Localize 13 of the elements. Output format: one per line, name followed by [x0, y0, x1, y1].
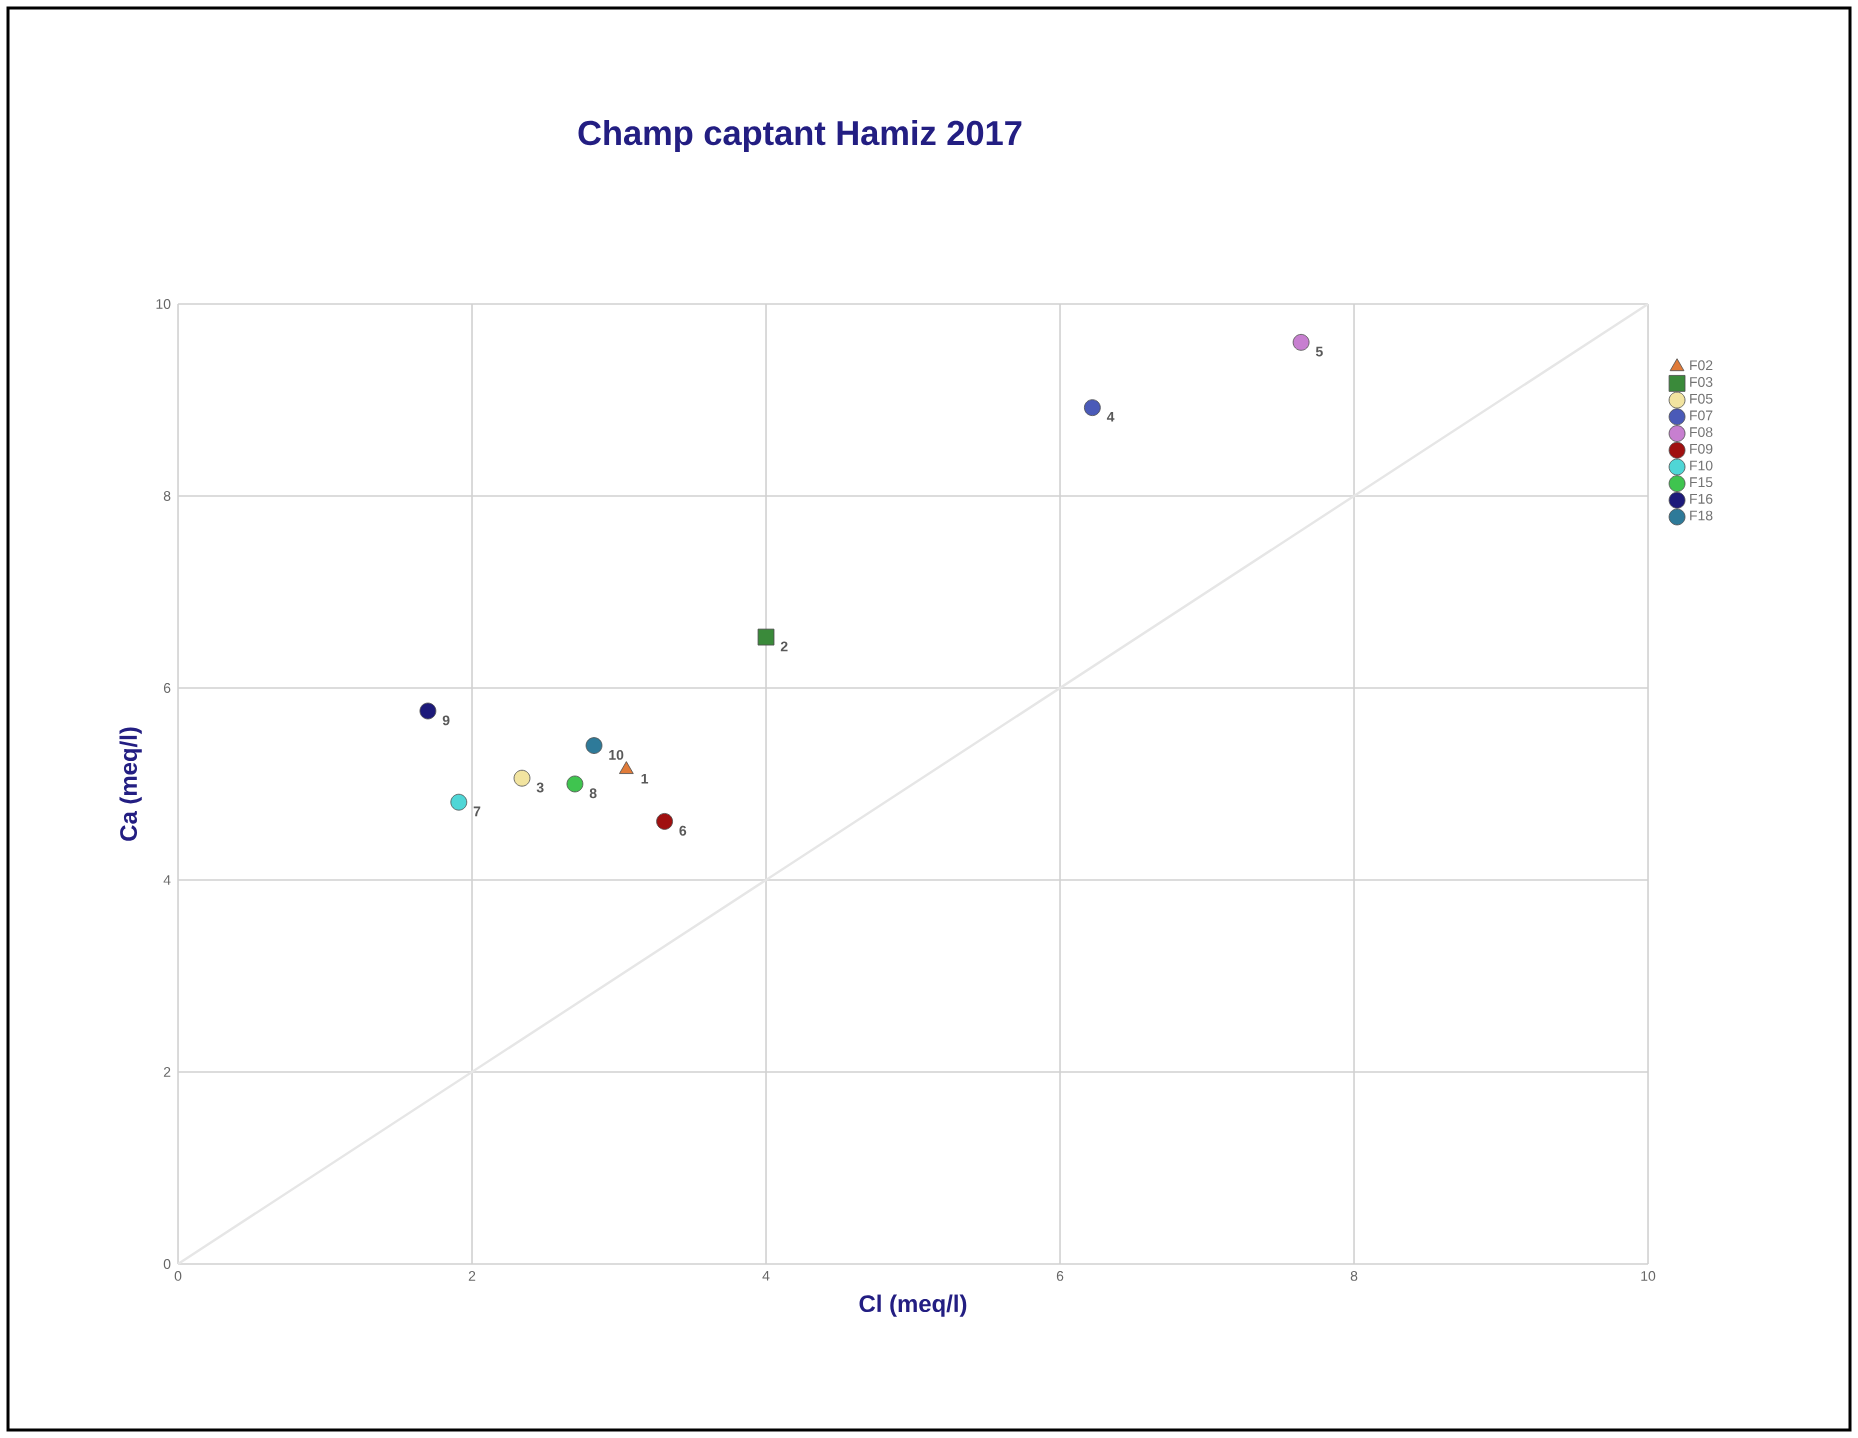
- y-axis-title: Ca (meq/l): [119, 727, 142, 841]
- point: [585, 737, 603, 754]
- point: [513, 769, 531, 787]
- x-axis-title: Cl (meq/l): [859, 1294, 967, 1317]
- point: [619, 761, 634, 774]
- point: [757, 628, 775, 646]
- chart-title: Champ captant Hamiz 2017: [578, 119, 1022, 153]
- point: [1083, 399, 1101, 417]
- point: [419, 702, 437, 720]
- point: [1292, 334, 1310, 351]
- point: [656, 813, 673, 830]
- point: [566, 775, 584, 793]
- point: [450, 793, 468, 811]
